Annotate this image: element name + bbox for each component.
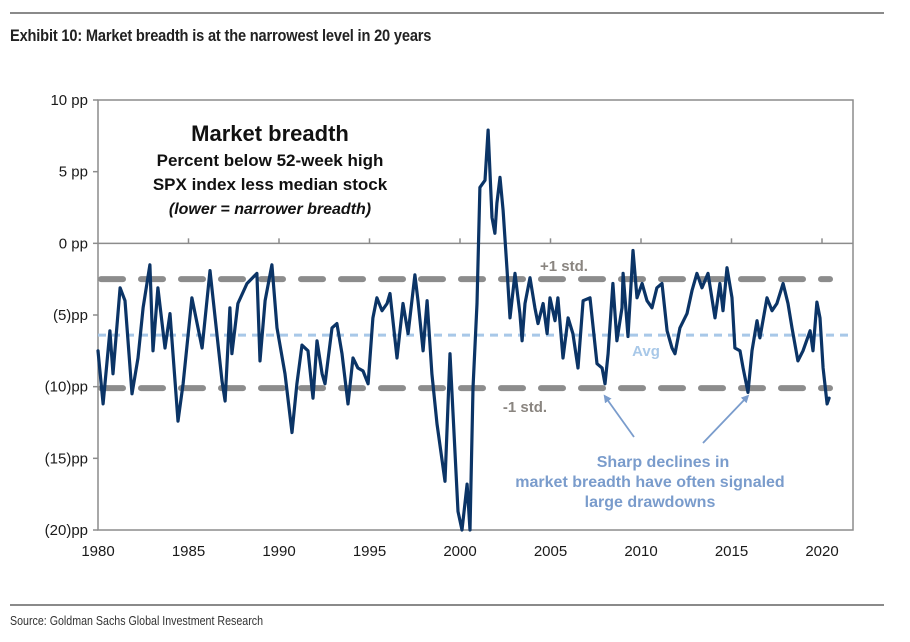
chart-note: (lower = narrower breadth) bbox=[169, 201, 371, 218]
reference-label-avg: Avg bbox=[632, 343, 660, 360]
reference-label-plus-1-std: +1 std. bbox=[540, 258, 588, 275]
reference-labels: +1 std. Avg -1 std. bbox=[503, 258, 660, 416]
source-note: Source: Goldman Sachs Global Investment … bbox=[10, 613, 264, 628]
x-tick-label: 1980 bbox=[81, 543, 114, 560]
chart-subtitle-1: Percent below 52-week high bbox=[157, 151, 384, 170]
reference-label-minus-1-std: -1 std. bbox=[503, 399, 547, 416]
y-tick-label: (10)pp bbox=[45, 379, 88, 396]
x-tick-label: 1995 bbox=[353, 543, 386, 560]
y-tick-label: (20)pp bbox=[45, 522, 88, 539]
x-tick-label: 2020 bbox=[805, 543, 838, 560]
exhibit-title: Exhibit 10: Market breadth is at the nar… bbox=[10, 26, 432, 45]
top-rule bbox=[10, 12, 884, 14]
annotation-line-2: market breadth have often signaled bbox=[515, 474, 784, 491]
x-tick-label: 2010 bbox=[624, 543, 657, 560]
x-tick-label: 1985 bbox=[172, 543, 205, 560]
y-tick-label: 0 pp bbox=[59, 235, 88, 252]
chart-subtitle-2: SPX index less median stock bbox=[153, 175, 388, 194]
y-axis: 10 pp 5 pp 0 pp (5)pp (10)pp (15)pp (20)pp bbox=[45, 92, 98, 539]
annotation-arrow bbox=[603, 394, 635, 438]
x-tick-label: 1990 bbox=[262, 543, 295, 560]
y-tick-label: (5)pp bbox=[53, 307, 88, 324]
chart-title: Market breadth bbox=[191, 121, 349, 146]
x-axis: 1980 1985 1990 1995 2000 2005 2010 2015 2020 bbox=[81, 238, 839, 560]
x-tick-label: 2005 bbox=[534, 543, 567, 560]
y-tick-label: 10 pp bbox=[50, 92, 88, 109]
annotation-line-1: Sharp declines in bbox=[597, 454, 729, 471]
series-line-market-breadth bbox=[96, 128, 831, 532]
y-tick-label: 5 pp bbox=[59, 164, 88, 181]
bottom-rule bbox=[10, 604, 884, 606]
x-tick-label: 2000 bbox=[443, 543, 476, 560]
y-tick-label: (15)pp bbox=[45, 450, 88, 467]
annotation-arrow bbox=[702, 394, 750, 444]
x-tick-label: 2015 bbox=[715, 543, 748, 560]
annotation: Sharp declines in market breadth have of… bbox=[515, 394, 785, 511]
series-group bbox=[96, 128, 831, 532]
annotation-line-3: large drawdowns bbox=[585, 494, 716, 511]
